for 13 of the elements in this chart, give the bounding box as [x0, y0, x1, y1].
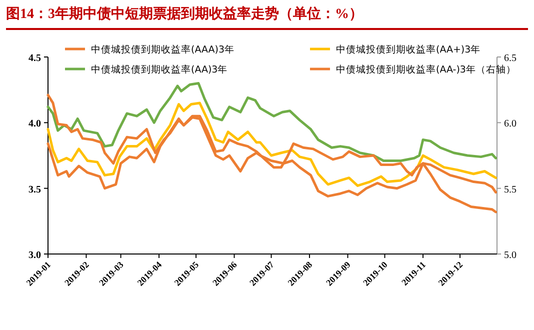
y-tick-label: 3.5	[28, 184, 41, 196]
y-tick-label: 4.5	[28, 53, 41, 64]
y2-tick-label: 6.0	[504, 118, 516, 130]
y2-tick-label: 5.0	[504, 250, 516, 261]
legend-label: 中债城投债到期收益率(AA+)3年	[336, 44, 481, 56]
y2-tick-label: 6.5	[504, 53, 516, 64]
legend-label: 中债城投债到期收益率(AAA)3年	[91, 44, 234, 56]
legend-label: 中债城投债到期收益率(AA)3年	[91, 64, 228, 76]
chart-title: 图14：3年期中债中短期票据到期收益率走势（单位：%）	[6, 4, 528, 30]
y-tick-label: 3.0	[28, 250, 41, 261]
y-tick-label: 4.0	[28, 118, 41, 130]
y2-tick-label: 5.5	[504, 184, 516, 196]
legend-label: 中债城投债到期收益率(AA-)3年（右轴）	[336, 64, 516, 76]
